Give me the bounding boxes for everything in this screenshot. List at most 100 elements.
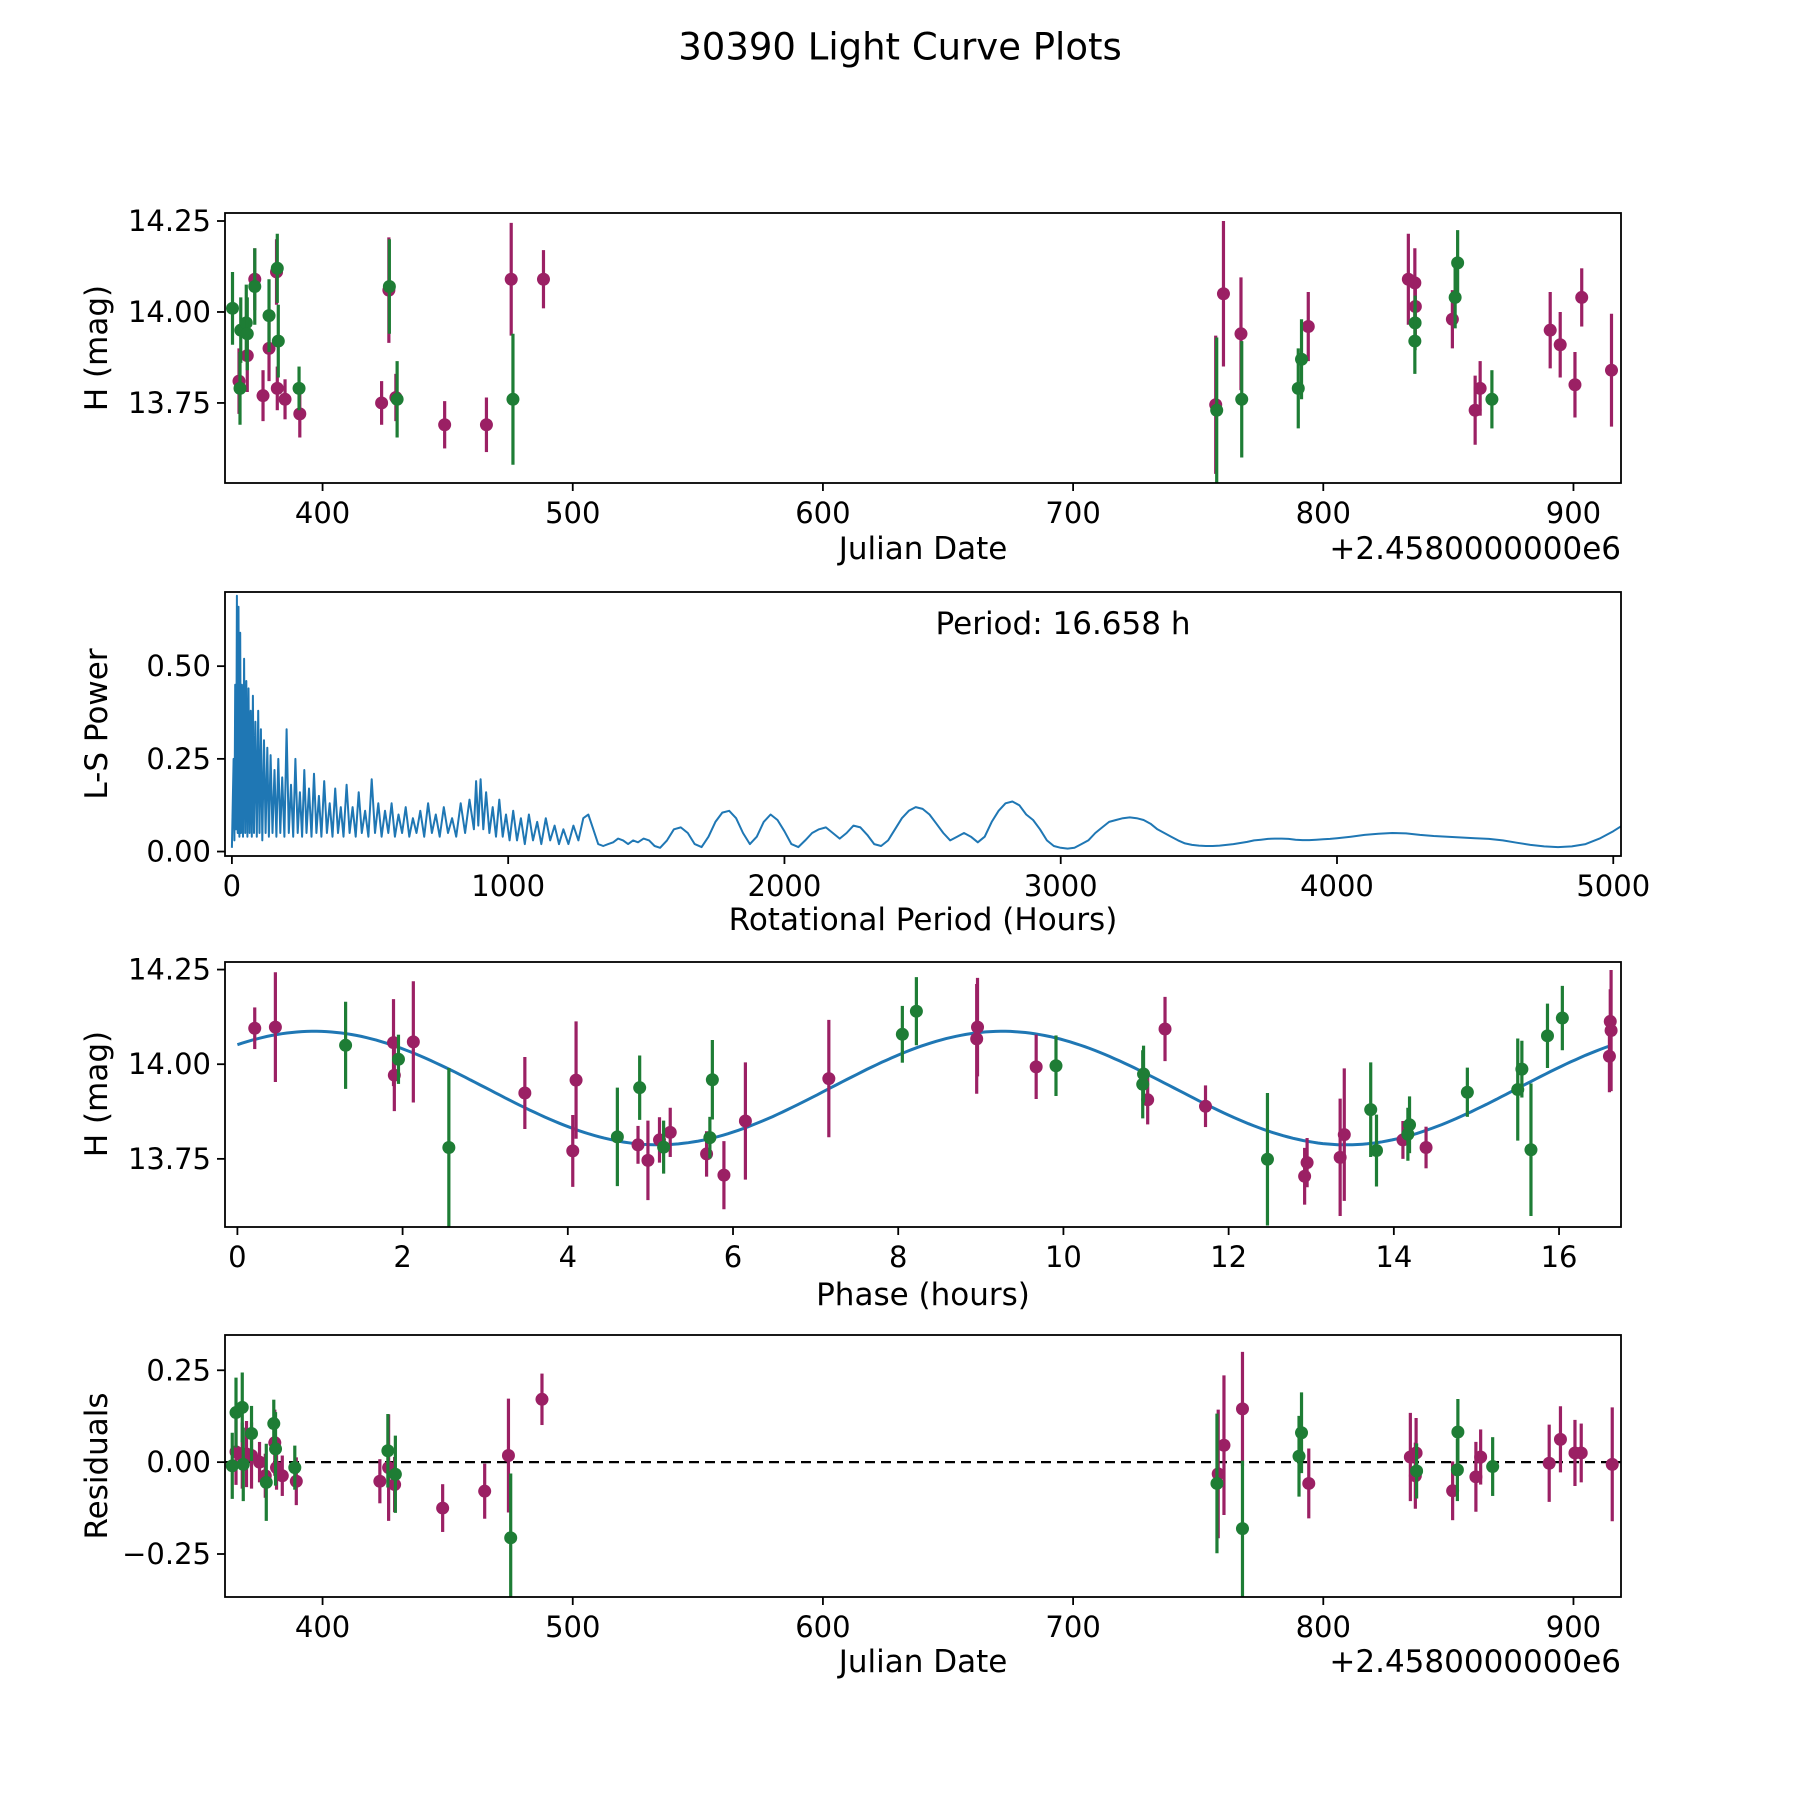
data-point bbox=[253, 1455, 267, 1469]
data-point bbox=[1568, 378, 1582, 392]
lightcurve-ylabel: H (mag) bbox=[79, 285, 115, 411]
data-point bbox=[391, 1052, 405, 1066]
data-point bbox=[288, 1461, 302, 1475]
data-point bbox=[631, 1138, 645, 1152]
x-tick-label: 5000 bbox=[1576, 869, 1650, 903]
data-point bbox=[1474, 1450, 1488, 1464]
data-point bbox=[442, 1141, 456, 1154]
data-point bbox=[504, 1531, 518, 1545]
x-tick-label: 400 bbox=[295, 1610, 350, 1644]
lightcurve-axis-offset: +2.4580000000e6 bbox=[1329, 531, 1621, 567]
period-annotation: Period: 16.658 h bbox=[936, 606, 1191, 642]
x-tick-label: 900 bbox=[1546, 496, 1601, 530]
x-tick-label: 500 bbox=[545, 1610, 600, 1644]
data-point bbox=[703, 1131, 717, 1145]
data-point bbox=[269, 1442, 283, 1456]
x-tick-label: 900 bbox=[1546, 1610, 1601, 1644]
data-point bbox=[535, 1392, 549, 1406]
data-point bbox=[293, 407, 307, 421]
data-point bbox=[1524, 1143, 1538, 1157]
data-point bbox=[267, 1417, 281, 1431]
x-tick-label: 500 bbox=[545, 496, 600, 530]
data-point bbox=[663, 1125, 677, 1139]
data-point bbox=[275, 1469, 289, 1483]
data-point bbox=[1403, 1118, 1417, 1132]
data-point bbox=[373, 1474, 387, 1488]
data-point bbox=[478, 1484, 492, 1498]
lightcurve-data-layer bbox=[226, 221, 1618, 483]
x-tick-label: 4000 bbox=[1300, 869, 1374, 903]
data-point bbox=[1235, 392, 1249, 406]
x-tick-label: 700 bbox=[1045, 496, 1100, 530]
data-point bbox=[1468, 403, 1482, 417]
data-point bbox=[1515, 1062, 1529, 1076]
data-point bbox=[569, 1073, 583, 1087]
data-point bbox=[641, 1153, 655, 1167]
x-tick-label: 12 bbox=[1210, 1240, 1247, 1274]
y-tick-label: 0.00 bbox=[146, 835, 211, 869]
phased-series-obs-set-2 bbox=[339, 977, 1569, 1227]
data-point bbox=[240, 327, 254, 341]
x-tick-label: 0 bbox=[223, 869, 241, 903]
data-point bbox=[1575, 290, 1589, 304]
data-point bbox=[1137, 1067, 1151, 1081]
data-point bbox=[536, 272, 550, 286]
data-point bbox=[1419, 1141, 1433, 1154]
data-point bbox=[504, 272, 518, 286]
y-tick-label: 13.75 bbox=[128, 386, 211, 420]
residuals-ylabel: Residuals bbox=[79, 1392, 115, 1539]
data-point bbox=[518, 1086, 532, 1100]
x-tick-label: 800 bbox=[1296, 1610, 1351, 1644]
data-point bbox=[406, 1035, 420, 1049]
data-point bbox=[1298, 1169, 1312, 1183]
data-point bbox=[262, 309, 276, 323]
x-tick-label: 16 bbox=[1541, 1240, 1578, 1274]
data-point bbox=[1448, 290, 1462, 304]
y-tick-label: 0.00 bbox=[146, 1445, 211, 1479]
data-point bbox=[633, 1081, 647, 1095]
data-point bbox=[1451, 256, 1465, 270]
y-tick-label: 0.25 bbox=[146, 742, 211, 776]
data-point bbox=[1235, 1402, 1249, 1416]
data-point bbox=[1049, 1059, 1063, 1073]
data-point bbox=[1460, 1085, 1474, 1099]
data-point bbox=[1337, 1128, 1351, 1142]
lightcurve-xlabel: Julian Date bbox=[837, 531, 1008, 567]
data-point bbox=[339, 1038, 353, 1052]
data-point bbox=[236, 1457, 250, 1471]
fit-curve bbox=[236, 1029, 1611, 1147]
x-tick-label: 2000 bbox=[748, 869, 822, 903]
data-point bbox=[235, 1400, 249, 1414]
data-point bbox=[1235, 1522, 1249, 1536]
data-point bbox=[717, 1168, 731, 1182]
data-point bbox=[1553, 338, 1567, 352]
data-point bbox=[233, 381, 247, 395]
x-tick-label: 14 bbox=[1375, 1240, 1412, 1274]
periodogram-data-layer bbox=[230, 594, 1621, 850]
y-tick-label: −0.25 bbox=[122, 1537, 211, 1571]
residuals-xlabel: Julian Date bbox=[837, 1644, 1008, 1680]
data-point bbox=[1216, 287, 1230, 301]
figure-title: 30390 Light Curve Plots bbox=[678, 26, 1122, 69]
data-point bbox=[1199, 1099, 1213, 1113]
data-point bbox=[1451, 1425, 1465, 1439]
data-point bbox=[1301, 320, 1315, 334]
axes-frame bbox=[224, 212, 1622, 484]
x-tick-label: 4 bbox=[559, 1240, 577, 1274]
residuals-axis-offset: +2.4580000000e6 bbox=[1329, 1644, 1621, 1680]
data-point bbox=[1574, 1446, 1588, 1460]
data-point bbox=[1543, 323, 1557, 337]
data-point bbox=[1364, 1103, 1378, 1117]
data-point bbox=[909, 1004, 923, 1018]
x-tick-label: 600 bbox=[795, 496, 850, 530]
periodogram-curve bbox=[230, 594, 1621, 850]
data-point bbox=[610, 1130, 624, 1144]
phased-xlabel: Phase (hours) bbox=[816, 1277, 1030, 1313]
data-point bbox=[1210, 1476, 1224, 1490]
data-point bbox=[822, 1072, 836, 1086]
axes-residuals: 400 500 600 700 800 900 −0.25 0.00 0.25 bbox=[122, 1334, 1622, 1644]
axes-frame bbox=[224, 961, 1622, 1228]
